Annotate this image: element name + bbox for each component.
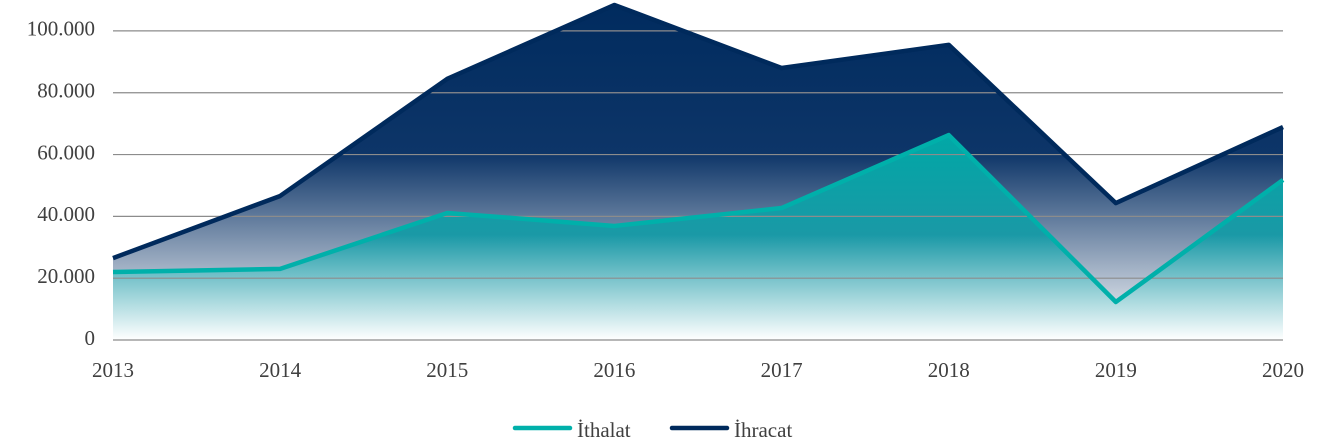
y-tick-label: 80.000 (37, 79, 95, 103)
y-tick-label: 40.000 (37, 202, 95, 226)
x-tick-label: 2013 (92, 358, 134, 382)
legend-label: İhracat (734, 418, 792, 442)
x-tick-label: 2017 (761, 358, 803, 382)
line (112, 132, 1285, 305)
x-tick-label: 2019 (1095, 358, 1137, 382)
area (113, 135, 1283, 340)
y-tick-label: 20.000 (37, 264, 95, 288)
x-tick-label: 2016 (593, 358, 635, 382)
legend-label: İthalat (577, 418, 631, 442)
y-tick-label: 60.000 (37, 140, 95, 164)
line (112, 2, 1284, 261)
x-tick-label: 2020 (1262, 358, 1304, 382)
y-tick-label: 100.000 (27, 17, 95, 41)
y-tick-label: 0 (85, 326, 96, 350)
x-tick-label: 2018 (928, 358, 970, 382)
x-tick-label: 2015 (426, 358, 468, 382)
x-tick-label: 2014 (259, 358, 302, 382)
